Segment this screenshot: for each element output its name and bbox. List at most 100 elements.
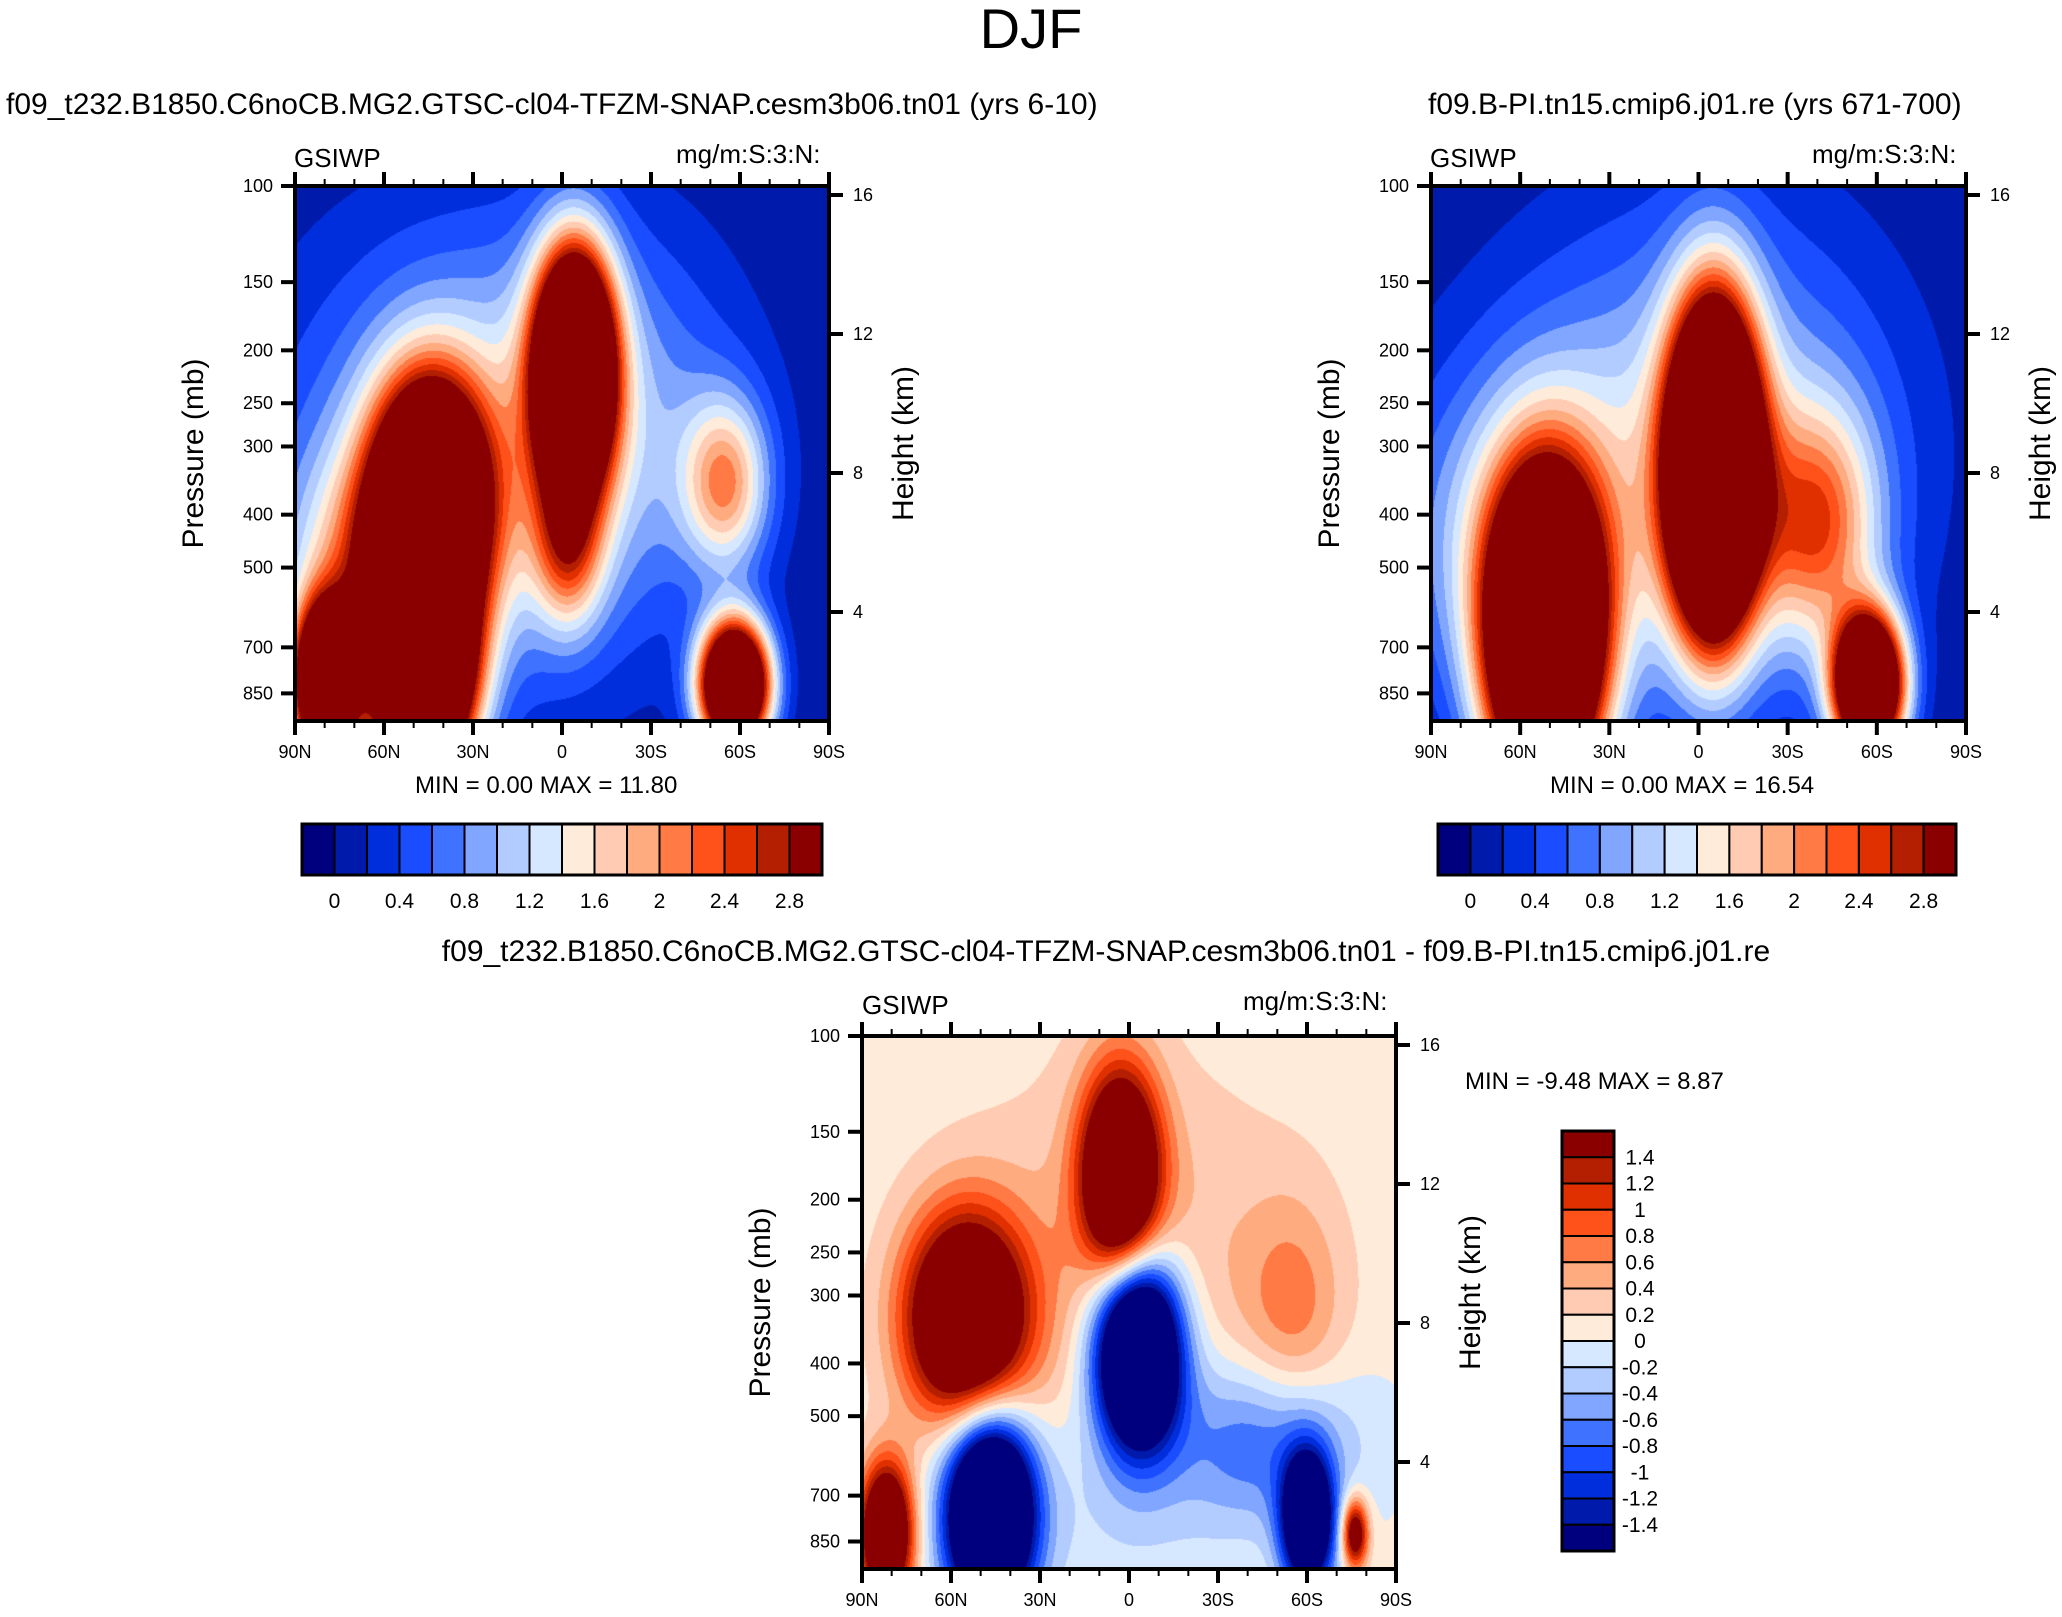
colorbar-box [1561, 1261, 1615, 1290]
colorbar-label: 0 [1634, 1330, 1646, 1353]
colorbar-box [1561, 1235, 1615, 1264]
x-tick-label: 60S [1291, 1590, 1323, 1610]
x-tick-label: 30N [456, 742, 489, 762]
y-tick-label: 500 [810, 1406, 840, 1426]
height-tick-label: 16 [1990, 185, 2010, 205]
colorbar-frame [1560, 1129, 1616, 1553]
x-tick-label: 30S [635, 742, 667, 762]
x-tick-label: 90N [845, 1590, 878, 1610]
height-tick-label: 16 [853, 185, 873, 205]
x-tick-label: 0 [1693, 742, 1703, 762]
height-tick-label: 4 [1420, 1452, 1430, 1472]
y-tick-label: 100 [1379, 176, 1409, 196]
colorbar-box [1561, 1497, 1615, 1526]
panel3-variable-label: GSIWP [862, 990, 949, 1020]
colorbar-box [1561, 1523, 1615, 1552]
colorbar-box [1561, 1208, 1615, 1237]
panel1-title: f09_t232.B1850.C6noCB.MG2.GTSC-cl04-TFZM… [6, 88, 1098, 121]
y-tick-label: 200 [243, 340, 273, 360]
y-tick-label: 300 [810, 1285, 840, 1305]
y-tick-label: 150 [243, 272, 273, 292]
figure-title: DJF [979, 0, 1083, 60]
height-tick-label: 8 [853, 463, 863, 483]
colorbar-label: 2.8 [1909, 890, 1938, 913]
x-tick-label: 90S [813, 742, 845, 762]
y-tick-label: 100 [810, 1026, 840, 1046]
plot-frame [860, 1034, 1398, 1571]
panel1-units-label: mg/m:S:3:N: [676, 139, 821, 169]
colorbar-label: 2.4 [1844, 890, 1874, 913]
colorbar-label: 0.8 [1585, 890, 1614, 913]
colorbar-box [1561, 1392, 1615, 1421]
colorbar-label: 2 [1788, 890, 1800, 913]
x-tick-label: 30S [1202, 1590, 1234, 1610]
panel2-min-max: MIN = 0.00 MAX = 16.54 [1550, 772, 1815, 799]
y-tick-label: 300 [243, 436, 273, 456]
x-tick-label: 90S [1380, 1590, 1412, 1610]
y-tick-label: 500 [243, 558, 273, 578]
colorbar-label: -0.6 [1622, 1409, 1658, 1432]
colorbar-box [1561, 1418, 1615, 1447]
x-tick-label: 90N [1414, 742, 1447, 762]
x-tick-label: 60N [934, 1590, 967, 1610]
colorbar-box [1561, 1130, 1615, 1159]
y-axis-title: Pressure (mb) [744, 1207, 777, 1397]
colorbar-box [1561, 1287, 1615, 1316]
colorbar-label: -0.2 [1622, 1356, 1658, 1379]
colorbar-label: -1.2 [1622, 1488, 1658, 1511]
x-tick-label: 90S [1950, 742, 1982, 762]
y-tick-label: 400 [810, 1353, 840, 1373]
height-tick-label: 8 [1990, 463, 2000, 483]
x-tick-label: 0 [1124, 1590, 1134, 1610]
colorbar-box [1561, 1445, 1615, 1474]
y-tick-label: 850 [810, 1531, 840, 1551]
panel2-title: f09.B-PI.tn15.cmip6.j01.re (yrs 671-700) [1428, 88, 1962, 121]
y-tick-label: 700 [243, 637, 273, 657]
colorbar-box [1561, 1313, 1615, 1342]
panel2-variable-label: GSIWP [1430, 143, 1517, 173]
x-tick-label: 30N [1023, 1590, 1056, 1610]
panel2-units-label: mg/m:S:3:N: [1812, 139, 1957, 169]
panel1-variable-label: GSIWP [294, 143, 381, 173]
y-tick-label: 250 [1379, 393, 1409, 413]
y-tick-label: 300 [1379, 436, 1409, 456]
colorbar-label: 0.8 [450, 890, 479, 913]
colorbar-label: 0.4 [1521, 890, 1551, 913]
colorbar-label: 1.2 [1625, 1173, 1654, 1196]
y-tick-label: 850 [1379, 683, 1409, 703]
colorbar-box [1561, 1156, 1615, 1185]
y-axis-title: Pressure (mb) [1313, 358, 1346, 548]
y-tick-label: 200 [1379, 340, 1409, 360]
x-tick-label: 60S [1861, 742, 1893, 762]
y-tick-label: 150 [1379, 272, 1409, 292]
y-axis-title: Pressure (mb) [177, 358, 210, 548]
panel3-units-label: mg/m:S:3:N: [1243, 986, 1388, 1016]
colorbar-label: 1 [1634, 1199, 1646, 1222]
colorbar-label: 1.4 [1625, 1146, 1655, 1169]
colorbar-label: 1.6 [580, 890, 609, 913]
y-tick-label: 850 [243, 683, 273, 703]
colorbar-box [1561, 1340, 1615, 1369]
height-tick-label: 8 [1420, 1313, 1430, 1333]
x-tick-label: 60N [367, 742, 400, 762]
colorbar-label: 1.2 [1650, 890, 1679, 913]
colorbar-box [1561, 1471, 1615, 1500]
colorbar-box [1561, 1182, 1615, 1211]
y-right-axis-title: Height (km) [887, 366, 920, 521]
panel3-contour-field [862, 1036, 1396, 1569]
y-tick-label: 700 [810, 1486, 840, 1506]
panel2-contour-field [1431, 186, 1966, 721]
panel3-title: f09_t232.B1850.C6noCB.MG2.GTSC-cl04-TFZM… [441, 935, 1771, 968]
y-tick-label: 250 [810, 1242, 840, 1262]
colorbar-label: 0.6 [1625, 1251, 1654, 1274]
x-tick-label: 30S [1772, 742, 1804, 762]
colorbar-label: 0.4 [385, 890, 415, 913]
panel3-min-max: MIN = -9.48 MAX = 8.87 [1465, 1068, 1724, 1095]
x-tick-label: 0 [557, 742, 567, 762]
y-tick-label: 100 [243, 176, 273, 196]
y-tick-label: 400 [243, 505, 273, 525]
height-tick-label: 12 [1990, 324, 2010, 344]
